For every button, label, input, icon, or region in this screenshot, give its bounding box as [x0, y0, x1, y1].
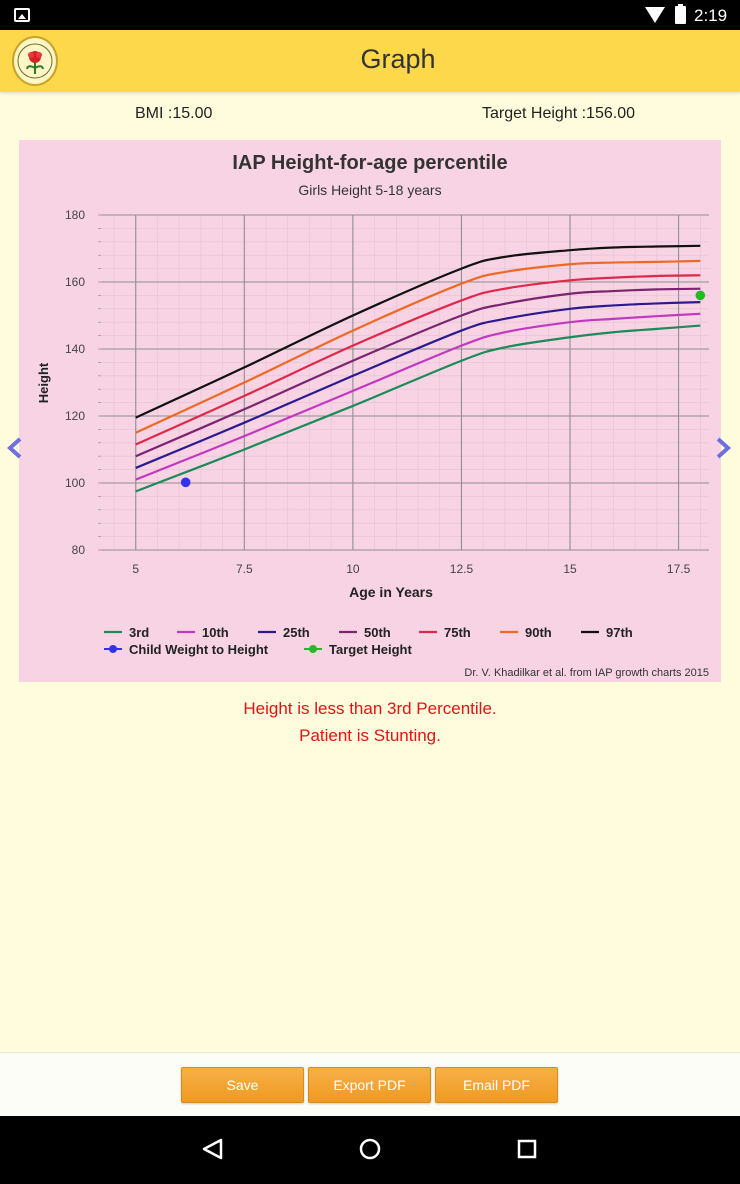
y-tick-label: 120	[65, 409, 85, 423]
system-nav-bar	[0, 1116, 740, 1184]
series-line-50th	[135, 287, 701, 458]
series-line-25th	[135, 301, 701, 469]
legend-label: Child Weight to Height	[129, 642, 269, 657]
x-axis-label: Age in Years	[349, 584, 433, 600]
battery-icon	[675, 4, 686, 24]
x-tick-label: 15	[563, 562, 577, 576]
series-line-3rd	[135, 324, 701, 493]
data-point-target-height	[695, 290, 706, 301]
email-pdf-button[interactable]: Email PDF	[435, 1067, 558, 1103]
legend-marker	[309, 645, 317, 653]
bmi-value: BMI :15.00	[135, 105, 213, 122]
save-button[interactable]: Save	[181, 1067, 304, 1103]
legend-label: 75th	[444, 625, 471, 640]
y-tick-label: 160	[65, 275, 85, 289]
x-tick-label: 5	[132, 562, 139, 576]
recents-icon[interactable]	[517, 1139, 537, 1159]
series-line-90th	[135, 259, 701, 434]
x-tick-label: 17.5	[667, 562, 691, 576]
growth-chart: IAP Height-for-age percentile Girls Heig…	[19, 140, 721, 682]
y-tick-label: 100	[65, 476, 85, 490]
x-tick-label: 10	[346, 562, 360, 576]
status-bar: 2:19	[0, 0, 740, 30]
chart-credit: Dr. V. Khadilkar et al. from IAP growth …	[464, 667, 709, 679]
y-tick-label: 140	[65, 342, 85, 356]
chart-title: IAP Height-for-age percentile	[232, 152, 507, 174]
legend-label: 25th	[283, 625, 310, 640]
action-bar: Save Export PDF Email PDF	[0, 1052, 740, 1116]
diagnosis-message: Height is less than 3rd Percentile.	[243, 699, 497, 718]
wifi-icon	[645, 7, 665, 23]
legend-label: 3rd	[129, 625, 149, 640]
legend-label: 10th	[202, 625, 229, 640]
data-point-child-weight-to-height	[180, 477, 191, 488]
legend-marker	[109, 645, 117, 653]
app-bar: Graph	[0, 30, 740, 92]
target-height-value: Target Height :156.00	[482, 105, 635, 122]
legend-label: 90th	[525, 625, 552, 640]
previous-chart-arrow-icon[interactable]	[6, 437, 24, 459]
y-tick-label: 180	[65, 208, 85, 222]
legend-label: 97th	[606, 625, 633, 640]
series-line-10th	[135, 312, 701, 481]
home-icon[interactable]	[359, 1138, 381, 1160]
y-axis-label: Height	[36, 362, 51, 403]
series-line-97th	[135, 244, 701, 419]
diagnosis-message: Patient is Stunting.	[299, 726, 441, 745]
series-line-75th	[135, 274, 701, 446]
x-tick-label: 7.5	[236, 562, 253, 576]
status-time: 2:19	[694, 6, 728, 25]
page-title: Graph	[360, 44, 436, 74]
iap-logo	[12, 36, 58, 86]
x-tick-label: 12.5	[450, 562, 474, 576]
legend-label: Target Height	[329, 642, 412, 657]
back-icon[interactable]	[202, 1138, 223, 1160]
next-chart-arrow-icon[interactable]	[714, 437, 732, 459]
chart-subtitle: Girls Height 5-18 years	[298, 182, 441, 198]
y-tick-label: 80	[72, 543, 86, 557]
export-pdf-button[interactable]: Export PDF	[308, 1067, 431, 1103]
legend-label: 50th	[364, 625, 391, 640]
image-icon	[14, 8, 30, 22]
